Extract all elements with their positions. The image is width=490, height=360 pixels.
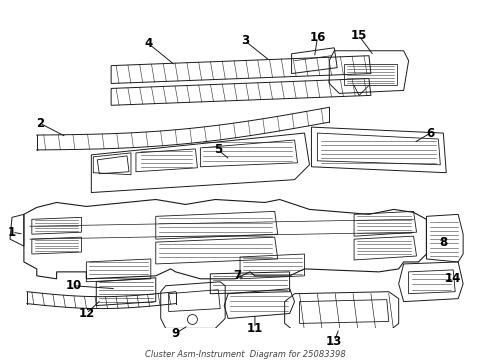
Text: 5: 5 [214,143,222,156]
Text: 16: 16 [309,31,325,44]
Text: 7: 7 [233,269,241,282]
Text: 3: 3 [241,34,249,48]
Text: 15: 15 [351,30,367,42]
Text: 6: 6 [426,127,435,140]
Text: 4: 4 [145,37,153,50]
Text: Cluster Asm-Instrument  Diagram for 25083398: Cluster Asm-Instrument Diagram for 25083… [145,350,345,359]
Text: 11: 11 [247,322,263,335]
Text: 2: 2 [36,117,44,130]
Text: 14: 14 [445,272,462,285]
Text: 1: 1 [8,226,16,239]
Text: 9: 9 [172,327,180,340]
Text: 13: 13 [326,335,343,348]
Text: 12: 12 [78,307,95,320]
Text: 8: 8 [439,236,447,249]
Text: 10: 10 [65,279,82,292]
